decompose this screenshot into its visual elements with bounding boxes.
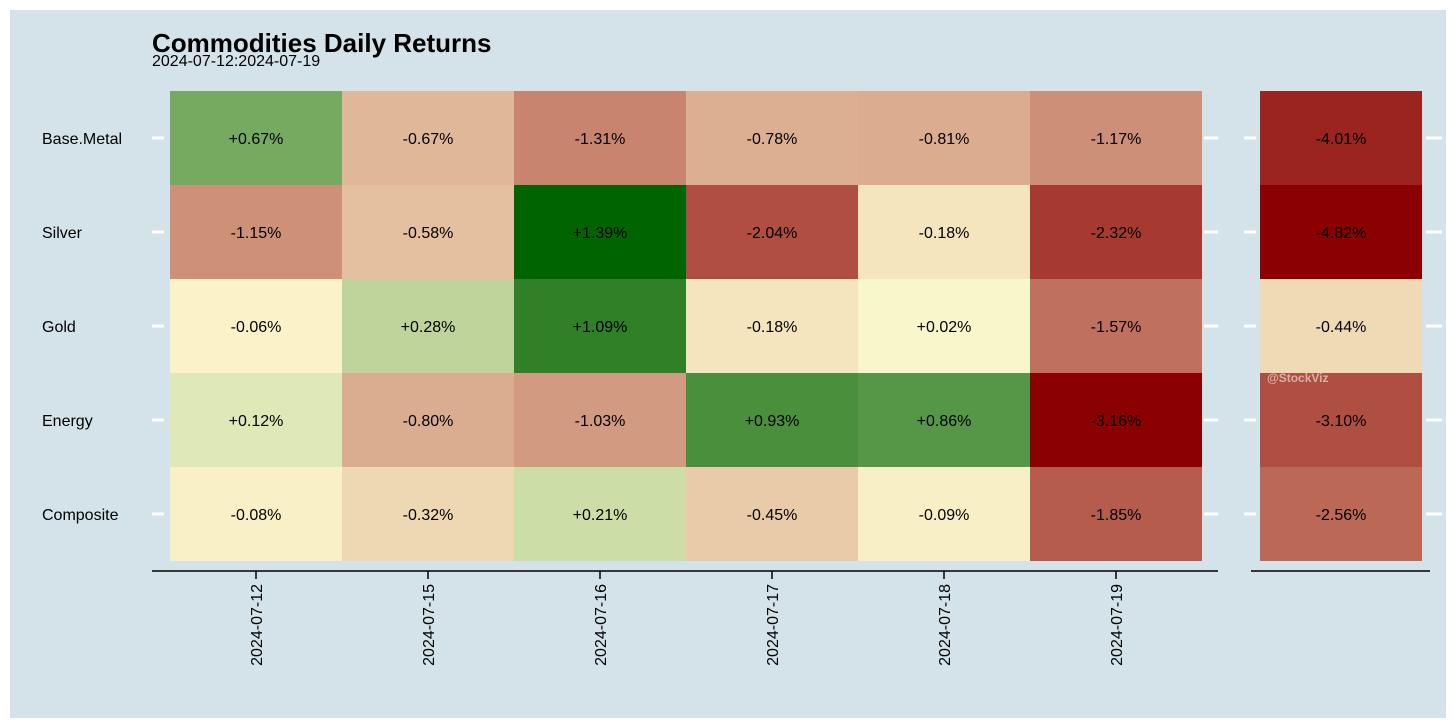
cell-value-label: -1.85% (1091, 507, 1142, 524)
x-tick-label: 2024-07-18 (937, 584, 954, 666)
cell-value-label: -0.80% (403, 413, 454, 430)
cell-value-label: -0.67% (403, 131, 454, 148)
cell-value-label: -0.18% (747, 319, 798, 336)
heatmap-cell (858, 279, 1030, 373)
cell-value-label: -0.06% (231, 319, 282, 336)
cell-value-label: +0.21% (573, 507, 628, 524)
watermark: @StockViz (1267, 371, 1329, 385)
total-cell (1260, 467, 1422, 561)
x-tick-label: 2024-07-19 (1109, 584, 1126, 666)
cell-value-label: -0.09% (919, 507, 970, 524)
heatmap-cell (686, 185, 858, 279)
y-tick-label: Silver (42, 225, 83, 242)
total-cell (1260, 91, 1422, 185)
main-heatmap-labels: +0.67% -0.67% -1.31% -0.78% -0.81% -1.17% -1.1… (229, 131, 1142, 524)
heatmap-cell (514, 279, 686, 373)
cell-value-label: -0.45% (747, 507, 798, 524)
cell-value-label: -1.03% (575, 413, 626, 430)
heatmap-cell (858, 373, 1030, 467)
cell-value-label: +1.39% (573, 225, 628, 242)
heatmap-cell (342, 279, 514, 373)
cell-value-label: -1.31% (575, 131, 626, 148)
cell-value-label: -0.08% (231, 507, 282, 524)
total-cell (1260, 373, 1422, 467)
total-heatmap-labels: -4.01% -4.82% -0.44% -3.10% -2.56% (1316, 131, 1367, 524)
chart-title: Commodities Daily Returns (152, 28, 492, 58)
cell-value-label: -3.16% (1091, 413, 1142, 430)
heatmap-cell (1030, 91, 1202, 185)
y-tick-label: Gold (42, 319, 76, 336)
heatmap-cell (170, 467, 342, 561)
heatmap-cell (342, 373, 514, 467)
heatmap-cell (170, 279, 342, 373)
total-cell (1260, 185, 1422, 279)
heatmap-cell (1030, 467, 1202, 561)
chart-subtitle: 2024-07-12:2024-07-19 (152, 53, 321, 70)
x-tick-label: 2024-07-16 (593, 584, 610, 666)
total-value-label: -4.82% (1316, 225, 1367, 242)
heatmap-cell (1030, 279, 1202, 373)
heatmap-cell (170, 185, 342, 279)
cell-value-label: -2.04% (747, 225, 798, 242)
axes: Base.Metal Silver Gold Energy Composite 2024-… (42, 131, 1442, 666)
heatmap-cell (342, 185, 514, 279)
y-tick-label: Energy (42, 413, 93, 430)
cell-value-label: -2.32% (1091, 225, 1142, 242)
heatmap-cell (170, 373, 342, 467)
heatmap-cell (858, 467, 1030, 561)
cell-value-label: +0.02% (917, 319, 972, 336)
heatmap-cell (686, 467, 858, 561)
cell-value-label: +1.09% (573, 319, 628, 336)
heatmap-cell (1030, 185, 1202, 279)
total-value-label: -2.56% (1316, 507, 1367, 524)
total-cell (1260, 279, 1422, 373)
x-tick-label: 2024-07-15 (421, 584, 438, 666)
cell-value-label: -0.58% (403, 225, 454, 242)
heatmap-cell (514, 467, 686, 561)
y-tick-label: Composite (42, 507, 119, 524)
cell-value-label: +0.93% (745, 413, 800, 430)
heatmap-cell (514, 373, 686, 467)
cell-value-label: +0.12% (229, 413, 284, 430)
heatmap-cell (170, 91, 342, 185)
y-tick-label: Base.Metal (42, 131, 122, 148)
cell-value-label: -1.17% (1091, 131, 1142, 148)
heatmap-cell (514, 91, 686, 185)
cell-value-label: -0.32% (403, 507, 454, 524)
heatmap-cell (858, 185, 1030, 279)
heatmap-cell (858, 91, 1030, 185)
total-value-label: -3.10% (1316, 413, 1367, 430)
heatmap-cell (342, 91, 514, 185)
heatmap-cell (686, 91, 858, 185)
cell-value-label: -0.18% (919, 225, 970, 242)
heatmap-cell (686, 279, 858, 373)
total-heatmap-cells (1260, 91, 1422, 561)
cell-value-label: +0.67% (229, 131, 284, 148)
heatmap-cell (1030, 373, 1202, 467)
cell-value-label: -0.78% (747, 131, 798, 148)
cell-value-label: -0.81% (919, 131, 970, 148)
x-tick-label: 2024-07-17 (765, 584, 782, 666)
main-heatmap-cells (170, 91, 1202, 561)
heatmap-cell (686, 373, 858, 467)
total-value-label: -0.44% (1316, 319, 1367, 336)
cell-value-label: +0.28% (401, 319, 456, 336)
heatmap-cell (342, 467, 514, 561)
heatmap-cell (514, 185, 686, 279)
total-value-label: -4.01% (1316, 131, 1367, 148)
x-tick-label: 2024-07-12 (249, 584, 266, 666)
cell-value-label: +0.86% (917, 413, 972, 430)
cell-value-label: -1.15% (231, 225, 282, 242)
cell-value-label: -1.57% (1091, 319, 1142, 336)
